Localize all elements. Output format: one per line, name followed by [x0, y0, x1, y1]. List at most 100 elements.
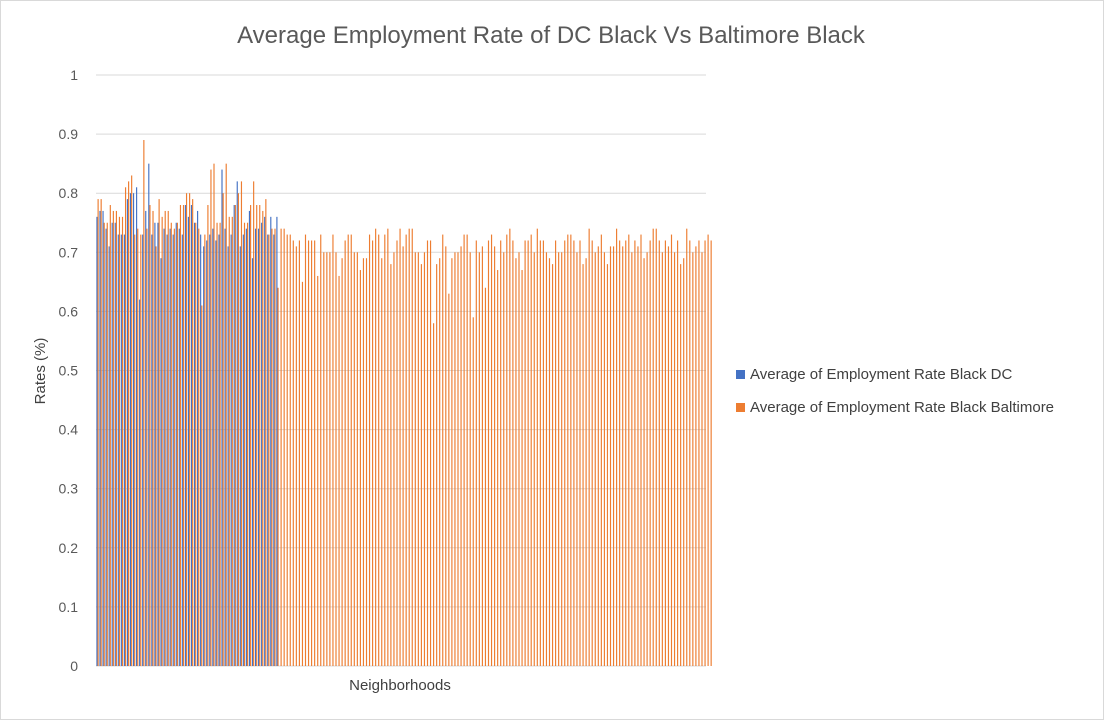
bar-baltimore: [219, 222, 221, 666]
bar-baltimore: [301, 281, 304, 666]
bar-baltimore: [182, 205, 185, 666]
y-tick-label: 0.4: [59, 422, 79, 438]
bar-baltimore: [582, 264, 584, 666]
y-tick-label: 0.3: [59, 481, 79, 497]
bar-baltimore: [448, 293, 450, 666]
bar-baltimore: [695, 246, 697, 666]
bar-baltimore: [472, 317, 474, 666]
bar-dc: [157, 222, 159, 666]
y-axis-ticks: 0 0.1 0.2 0.3 0.4 0.5 0.6 0.7 0.8 0.9 1: [59, 67, 79, 674]
bar-dc: [129, 193, 132, 666]
bar-baltimore: [683, 258, 685, 666]
bar-baltimore: [411, 228, 413, 666]
bar-dc: [209, 234, 211, 666]
bar-dc: [160, 258, 162, 666]
y-tick-label: 1: [70, 67, 78, 83]
bar-baltimore: [561, 252, 563, 667]
bar-baltimore: [289, 234, 291, 666]
bar-baltimore: [256, 205, 258, 666]
bar-baltimore: [185, 193, 188, 666]
bar-baltimore: [469, 252, 471, 667]
bar-baltimore: [551, 264, 554, 666]
bar-baltimore: [387, 228, 389, 666]
bar-dc: [169, 228, 171, 666]
bar-dc: [96, 216, 98, 666]
bar-dc: [136, 187, 138, 667]
bar-dc: [117, 234, 119, 666]
bar-baltimore: [658, 240, 660, 667]
bar-baltimore: [149, 205, 151, 666]
bar-baltimore: [329, 252, 331, 667]
bar-baltimore: [259, 205, 261, 666]
bar-dc: [273, 234, 275, 666]
bar-baltimore: [475, 240, 477, 667]
bar-baltimore: [689, 240, 691, 667]
bar-baltimore: [161, 216, 163, 666]
bar-baltimore: [680, 264, 682, 666]
bar-baltimore: [250, 205, 252, 666]
bar-baltimore: [243, 222, 246, 666]
legend-label-baltimore: Average of Employment Rate Black Baltimo…: [750, 399, 1055, 416]
bar-baltimore: [445, 246, 447, 666]
bar-baltimore: [698, 240, 700, 667]
bar-baltimore: [426, 240, 429, 667]
bar-baltimore: [466, 234, 468, 666]
bar-baltimore: [451, 258, 453, 666]
bar-dc: [230, 234, 232, 666]
bar-baltimore: [213, 163, 215, 666]
bar-baltimore: [564, 240, 566, 667]
bar-baltimore: [198, 228, 200, 666]
bar-baltimore: [237, 193, 239, 666]
bar-baltimore: [484, 287, 487, 666]
bar-dc: [236, 181, 238, 666]
bar-baltimore: [481, 246, 483, 666]
bar-dc: [145, 210, 147, 666]
legend-item-baltimore: Average of Employment Rate Black Baltimo…: [736, 391, 1054, 424]
bar-baltimore: [686, 228, 688, 666]
bar-baltimore: [515, 258, 517, 666]
bar-baltimore: [140, 234, 142, 666]
bar-baltimore: [576, 252, 578, 667]
bar-baltimore: [332, 234, 334, 666]
bar-baltimore: [545, 252, 548, 667]
bar-baltimore: [204, 234, 206, 666]
bar-baltimore: [512, 240, 514, 667]
bar-baltimore: [597, 246, 599, 666]
bar-baltimore: [292, 240, 294, 667]
bar-baltimore: [137, 228, 139, 666]
bar-baltimore: [414, 252, 416, 667]
bar-dc: [102, 210, 104, 666]
bar-baltimore: [173, 228, 175, 666]
bar-baltimore: [283, 228, 285, 666]
bar-baltimore: [189, 193, 191, 666]
bar-baltimore: [573, 240, 575, 667]
bar-baltimore: [341, 258, 343, 666]
bar-baltimore: [429, 240, 432, 667]
bar-dc: [142, 234, 144, 666]
bar-baltimore: [707, 234, 709, 666]
bar-baltimore: [201, 305, 203, 666]
bar-baltimore: [402, 246, 404, 666]
bar-dc: [224, 228, 226, 666]
bar-baltimore: [170, 222, 172, 666]
y-tick-label: 0.6: [59, 303, 79, 319]
bar-baltimore: [439, 258, 441, 666]
bar-baltimore: [490, 234, 493, 666]
bar-baltimore: [192, 199, 194, 667]
bar-baltimore: [616, 228, 618, 666]
bar-baltimore: [420, 264, 422, 666]
bar-dc: [163, 228, 165, 666]
bar-dc: [261, 222, 263, 666]
bar-dc: [242, 234, 244, 666]
bar-baltimore: [612, 246, 615, 666]
bar-baltimore: [335, 252, 337, 667]
bar-baltimore: [625, 240, 627, 667]
bar-baltimore: [103, 222, 105, 666]
bar-baltimore: [234, 205, 236, 666]
bar-baltimore: [338, 275, 340, 666]
bar-baltimore: [457, 252, 459, 667]
bar-dc: [221, 169, 223, 666]
bar-baltimore: [390, 264, 392, 666]
legend-swatch-dc: [736, 370, 745, 379]
bar-baltimore: [555, 240, 557, 667]
